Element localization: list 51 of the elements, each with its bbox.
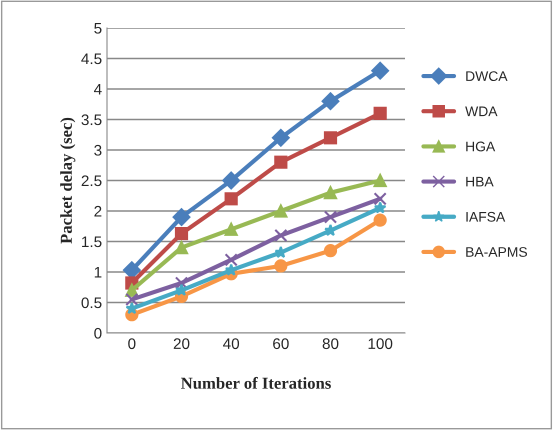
- x-tick-label: 40: [223, 338, 240, 350]
- point: [374, 192, 387, 206]
- point: [272, 128, 290, 147]
- y-tick-label: 2.5: [82, 175, 102, 186]
- x-axis-title: Number of Iterations: [181, 376, 331, 389]
- legend-label: HGA: [466, 142, 496, 152]
- point: [224, 253, 238, 266]
- legend-label: BA-APMS: [466, 247, 528, 257]
- point: [274, 156, 288, 169]
- y-tick-label: 3.5: [81, 114, 102, 126]
- point: [324, 186, 338, 200]
- x-tick-label: 0: [128, 338, 136, 350]
- point: [274, 228, 288, 242]
- point: [324, 244, 338, 258]
- point: [374, 106, 387, 120]
- y-tick-label: 2: [94, 206, 102, 217]
- point: [322, 92, 340, 110]
- y-axis-title: Packet delay (sec): [60, 118, 76, 244]
- point: [174, 241, 188, 254]
- point: [224, 222, 238, 236]
- x-tick-label: 100: [368, 338, 392, 350]
- point: [324, 131, 338, 144]
- point: [274, 259, 288, 272]
- y-tick-label: 5: [94, 23, 102, 34]
- x-tick-label: 20: [174, 338, 190, 350]
- point: [374, 214, 387, 227]
- x-tick-label: 60: [273, 338, 289, 350]
- y-tick-label: 3: [94, 144, 102, 156]
- x-tick-label: 80: [322, 338, 338, 350]
- point: [371, 62, 390, 80]
- point: [374, 201, 386, 214]
- point: [324, 224, 337, 236]
- y-tick-label: 4: [94, 84, 102, 95]
- point: [174, 226, 188, 240]
- y-tick-label: 0: [94, 328, 102, 339]
- y-tick-label: 1: [94, 267, 102, 278]
- y-tick-label: 1.5: [82, 236, 102, 248]
- point: [172, 208, 190, 226]
- point: [224, 192, 238, 206]
- point: [374, 174, 387, 188]
- point: [222, 172, 240, 190]
- legend-label: HBA: [466, 176, 494, 186]
- point: [274, 204, 288, 218]
- point: [125, 292, 138, 306]
- y-tick-label: 0.5: [82, 297, 102, 308]
- point: [174, 276, 188, 290]
- y-tick-label: 4.5: [81, 54, 102, 64]
- legend-label: DWCA: [466, 71, 508, 82]
- legend-label: IAFSA: [466, 212, 506, 222]
- legend-label: WDA: [465, 106, 498, 116]
- point: [324, 210, 338, 224]
